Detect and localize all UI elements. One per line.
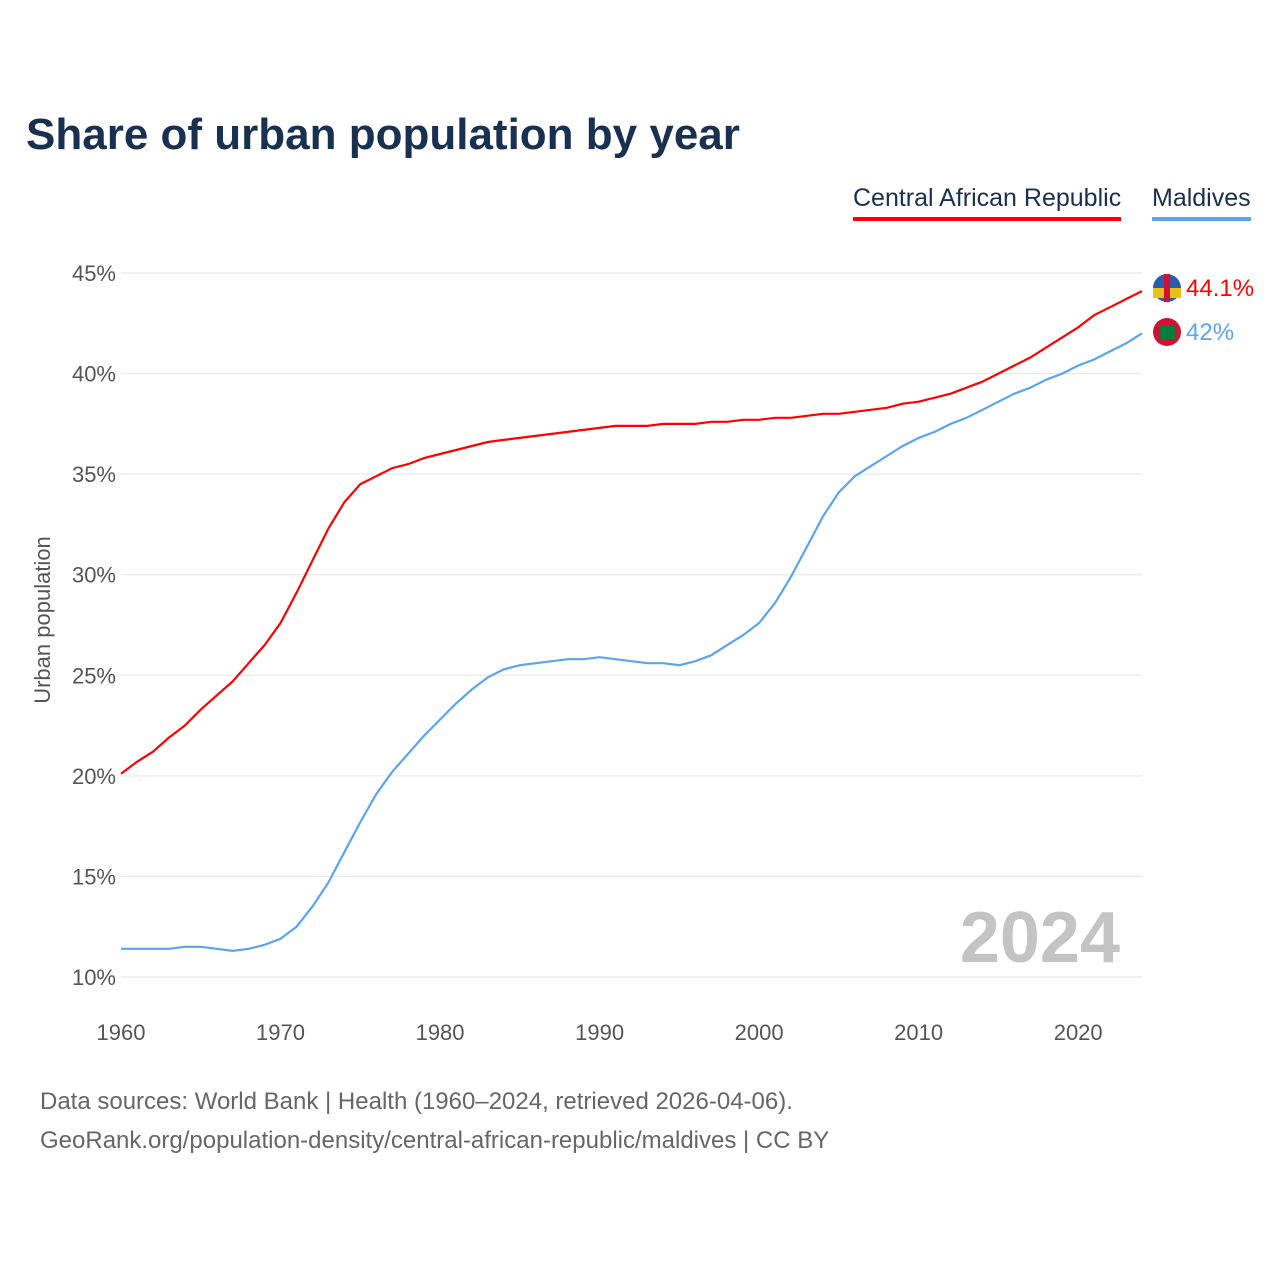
y-tick-label: 35% xyxy=(72,462,116,487)
end-value-label: 44.1% xyxy=(1186,275,1254,302)
x-tick-label: 2020 xyxy=(1054,1020,1103,1045)
legend-central-african-republic[interactable]: Central African Republic xyxy=(853,184,1122,221)
x-tick-label: 1970 xyxy=(256,1020,305,1045)
series-line-maldives xyxy=(121,332,1143,953)
chart-title: Share of urban population by year xyxy=(26,110,740,159)
legend-maldives[interactable]: Maldives xyxy=(1152,184,1251,221)
y-axis-label: Urban population xyxy=(30,536,55,704)
source-text: Data sources: World Bank | Health (1960–… xyxy=(40,1088,793,1115)
year-watermark: 2024 xyxy=(960,898,1120,978)
y-tick-label: 15% xyxy=(72,864,116,889)
x-tick-label: 1960 xyxy=(97,1020,146,1045)
end-value-label: 42% xyxy=(1186,319,1234,346)
x-tick-label: 1990 xyxy=(575,1020,624,1045)
y-tick-label: 20% xyxy=(72,764,116,789)
y-tick-label: 45% xyxy=(72,261,116,286)
y-tick-label: 40% xyxy=(72,362,116,387)
y-tick-label: 25% xyxy=(72,663,116,688)
flag-panel xyxy=(1159,325,1175,339)
x-tick-label: 2000 xyxy=(735,1020,784,1045)
series-line-central-african-republic xyxy=(120,290,1143,775)
flag-stripe xyxy=(1164,274,1170,302)
y-tick-label: 30% xyxy=(72,563,116,588)
x-tick-label: 2010 xyxy=(894,1020,943,1045)
x-tick-label: 1980 xyxy=(416,1020,465,1045)
source-url: GeoRank.org/population-density/central-a… xyxy=(40,1127,830,1154)
y-tick-label: 10% xyxy=(72,965,116,990)
